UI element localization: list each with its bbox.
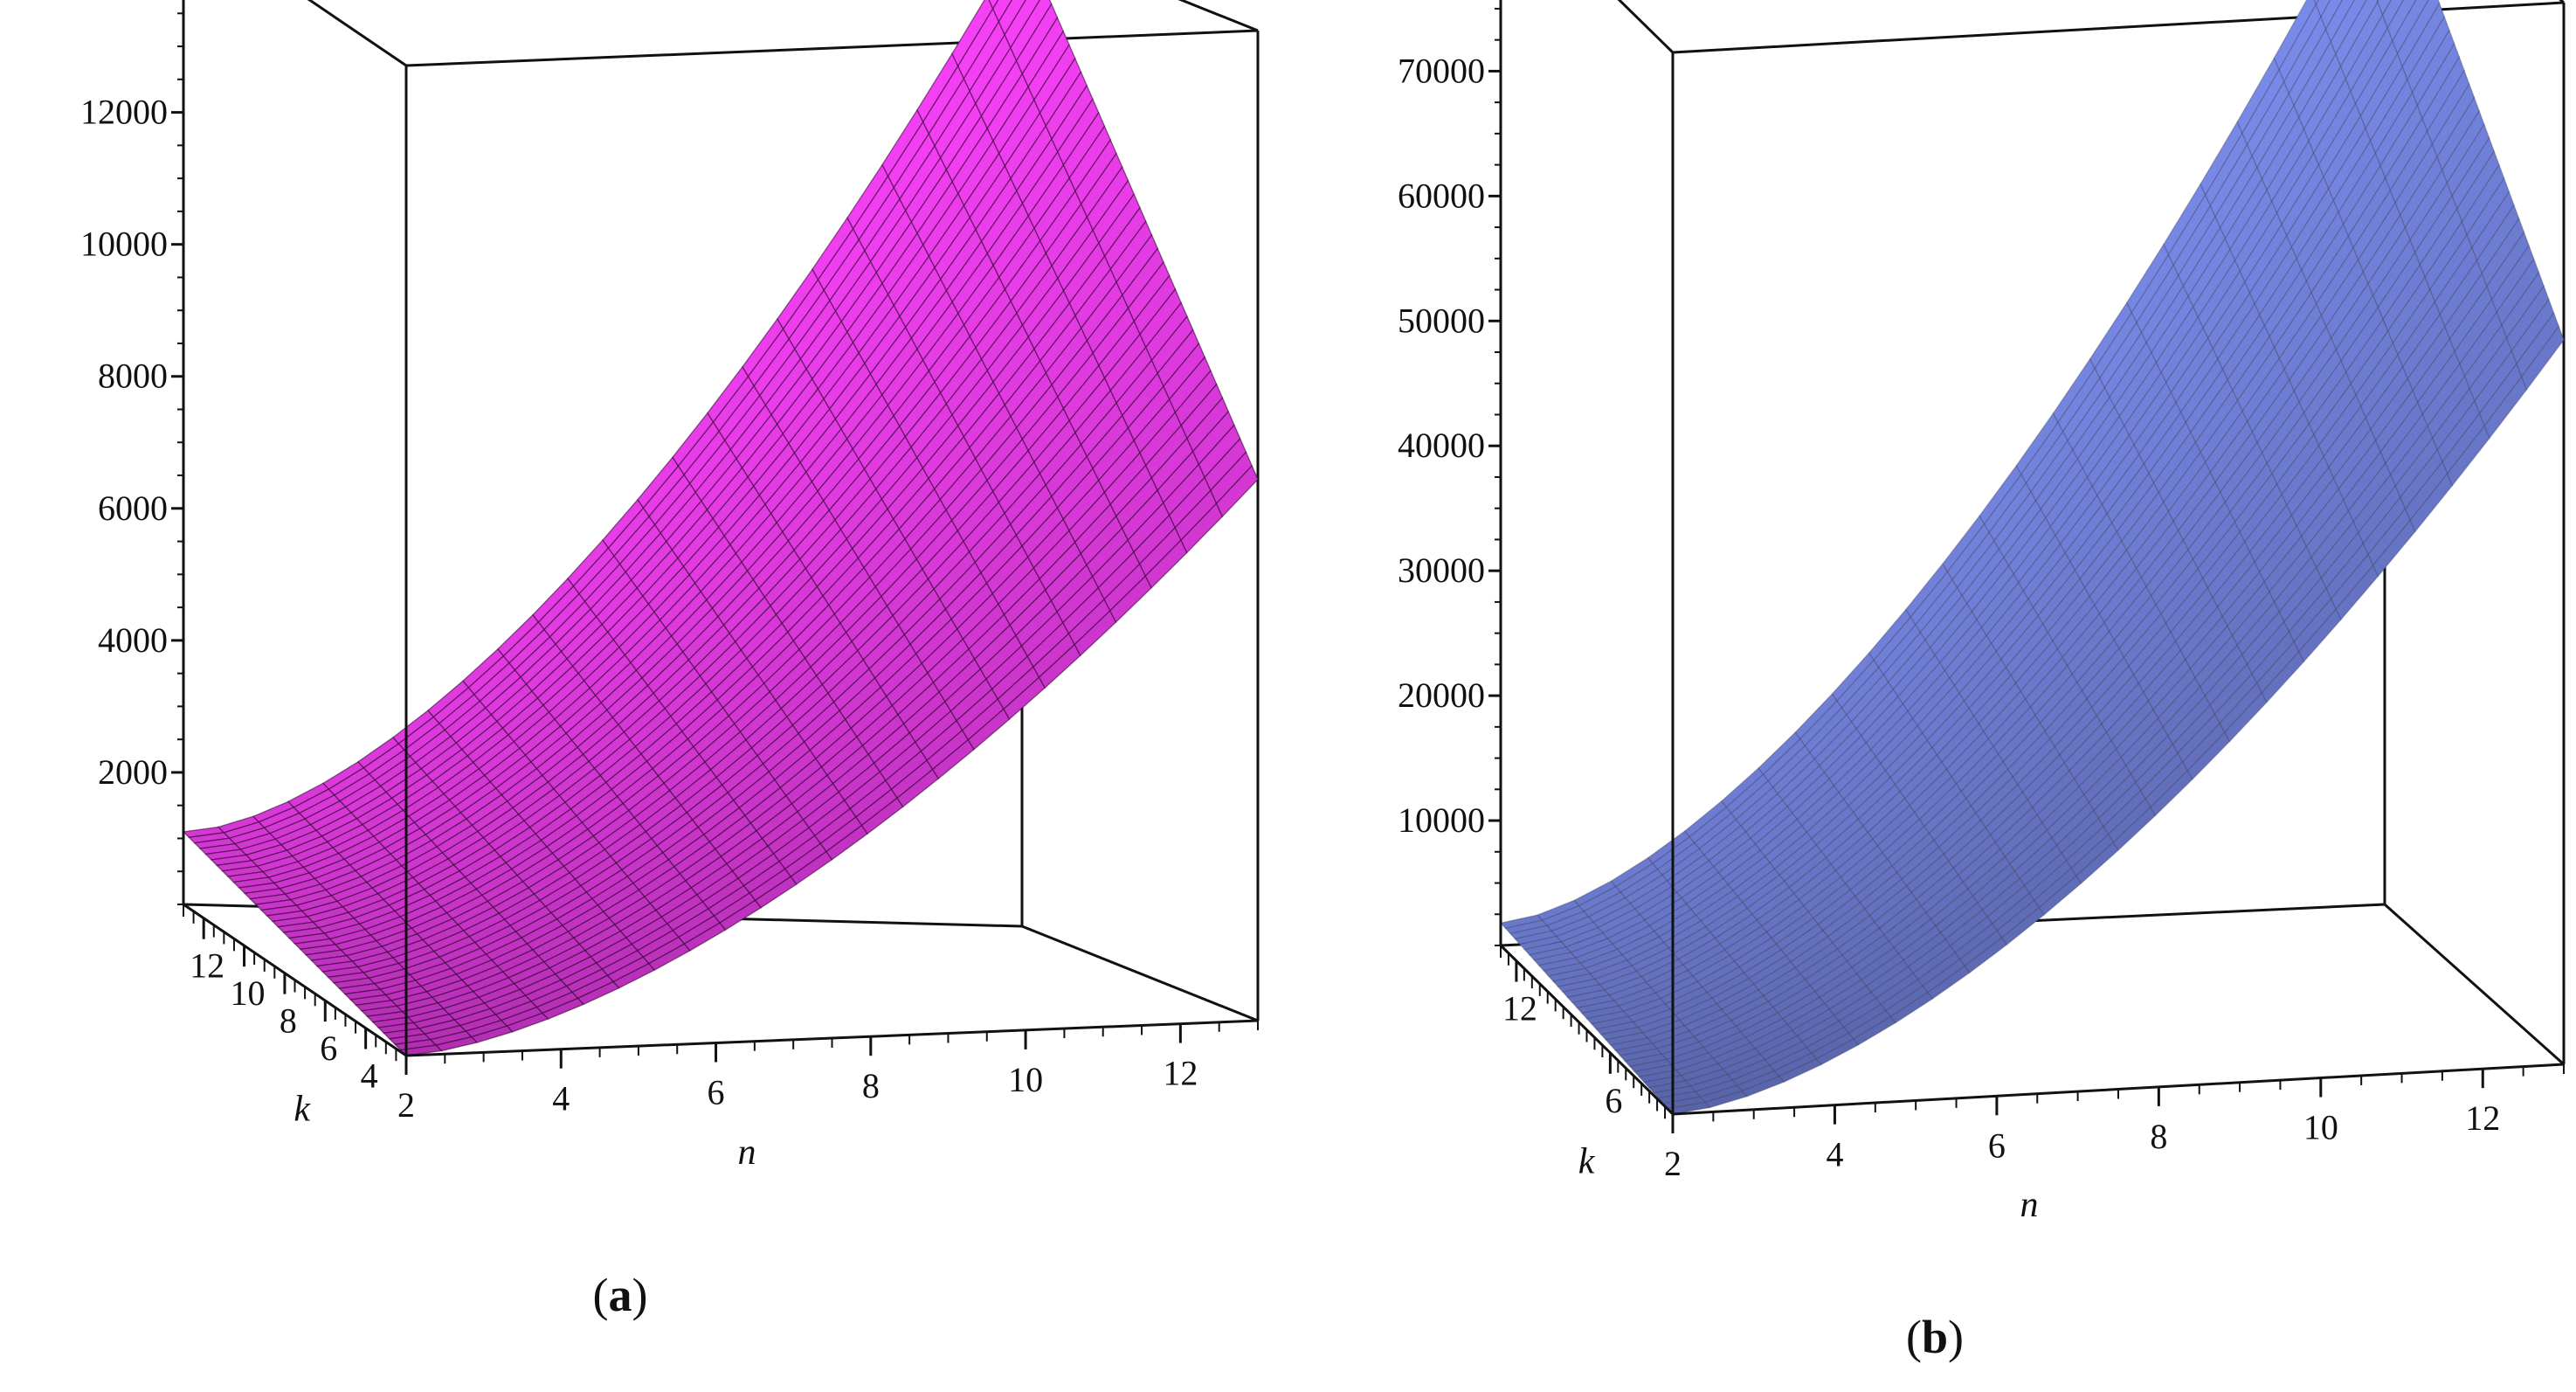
k-axis: 12 6k [1500, 945, 1674, 1181]
n-axis: 2 4 6 8 10 12 n [1664, 1064, 2565, 1225]
surface-patch [2506, 284, 2550, 352]
caption-b: (b) [1906, 1311, 1964, 1363]
box-edge-top-front [405, 29, 1259, 67]
z-tick-label: 50000 [1398, 301, 1485, 340]
surface-patch [2315, 0, 2331, 18]
n-tick-label: 2 [397, 1085, 415, 1125]
n-axis: 2 4 6 8 10 12 n [397, 1021, 1259, 1173]
z-tick-label: 20000 [1398, 675, 1485, 715]
surface-patch [2381, 0, 2405, 30]
k-tick-label: 6 [320, 1028, 337, 1068]
z-axis: 1000020000300004000050000600007000080000 [1398, 0, 1502, 946]
chart-panel-a: 200040006000800010000120001400024681012n… [80, 0, 1260, 1173]
z-tick-label: 2000 [98, 752, 168, 792]
surface-patch [2273, 0, 2317, 72]
z-tick-label: 4000 [98, 620, 168, 660]
surface-patch [2313, 0, 2319, 6]
surface-patch [992, 0, 1013, 24]
surface-patch [2377, 0, 2393, 17]
surface-patch [998, 0, 1027, 37]
box-edge-top-left [1617, 0, 1675, 54]
z-axis: 2000400060008000100001200014000 [80, 0, 185, 905]
surface-patch [2376, 0, 2379, 3]
n-tick-label: 2 [1664, 1144, 1682, 1183]
n-tick-label: 8 [862, 1066, 880, 1105]
chart-panel-b: 1000020000300004000050000600007000080000… [1398, 0, 2566, 1225]
box-edge-top-left [307, 0, 407, 67]
n-tick-label: 6 [708, 1072, 725, 1112]
n-tick-label: 4 [1826, 1135, 1843, 1174]
k-tick-label: 4 [361, 1056, 378, 1096]
surface-patch [2466, 177, 2510, 249]
surface [182, 0, 1259, 1056]
surface [1499, 0, 2565, 1115]
surface-patch [2392, 0, 2429, 55]
surface-patch [988, 0, 999, 10]
k-tick-label: 12 [1502, 989, 1537, 1028]
box-edge-top-right [1178, 0, 1259, 32]
surface-patch [1215, 464, 1259, 518]
surface-patch [2421, 55, 2465, 133]
n-tick-label: 12 [1163, 1054, 1198, 1093]
k-axis-label: k [1578, 1141, 1596, 1181]
n-tick-label: 12 [2465, 1098, 2500, 1138]
z-tick-label: 70000 [1398, 51, 1485, 90]
n-tick-label: 6 [1988, 1125, 2006, 1165]
k-tick-label: 12 [190, 946, 224, 986]
k-tick-label: 10 [231, 973, 266, 1013]
k-axis-label: k [294, 1089, 311, 1129]
n-axis-label: n [2020, 1185, 2039, 1225]
box-edge-floor-right [1021, 925, 1259, 1022]
surface-patch [2521, 325, 2565, 391]
surface-patch [2427, 69, 2470, 146]
z-tick-label: 8000 [98, 357, 168, 396]
n-tick-label: 8 [2150, 1117, 2167, 1156]
n-tick-label: 4 [552, 1079, 570, 1118]
z-tick-label: 6000 [98, 488, 168, 528]
box-edge-floor-right [2384, 903, 2565, 1066]
z-tick-label: 10000 [80, 225, 168, 264]
surface-patch [2490, 244, 2535, 314]
surface-patch [2496, 258, 2540, 327]
n-axis-label: n [738, 1132, 756, 1173]
surface-patch [2330, 0, 2367, 56]
z-tick-label: 30000 [1398, 551, 1485, 590]
z-tick-label: 10000 [1398, 800, 1485, 840]
surface-patch [2386, 0, 2417, 43]
surface-patch [2436, 96, 2480, 171]
k-tick-label: 6 [1605, 1081, 1622, 1120]
n-tick-label: 10 [2303, 1108, 2338, 1147]
surface-patch [2320, 0, 2344, 31]
surface-patch [2451, 136, 2496, 211]
caption-a: (a) [593, 1269, 648, 1321]
surface-patch [2396, 0, 2441, 68]
surface-patch [2324, 0, 2355, 44]
z-tick-label: 12000 [80, 93, 168, 132]
k-tick-label: 8 [280, 1001, 297, 1041]
z-tick-label: 40000 [1398, 426, 1485, 465]
n-tick-label: 10 [1008, 1060, 1043, 1099]
z-tick-label: 60000 [1398, 176, 1485, 215]
